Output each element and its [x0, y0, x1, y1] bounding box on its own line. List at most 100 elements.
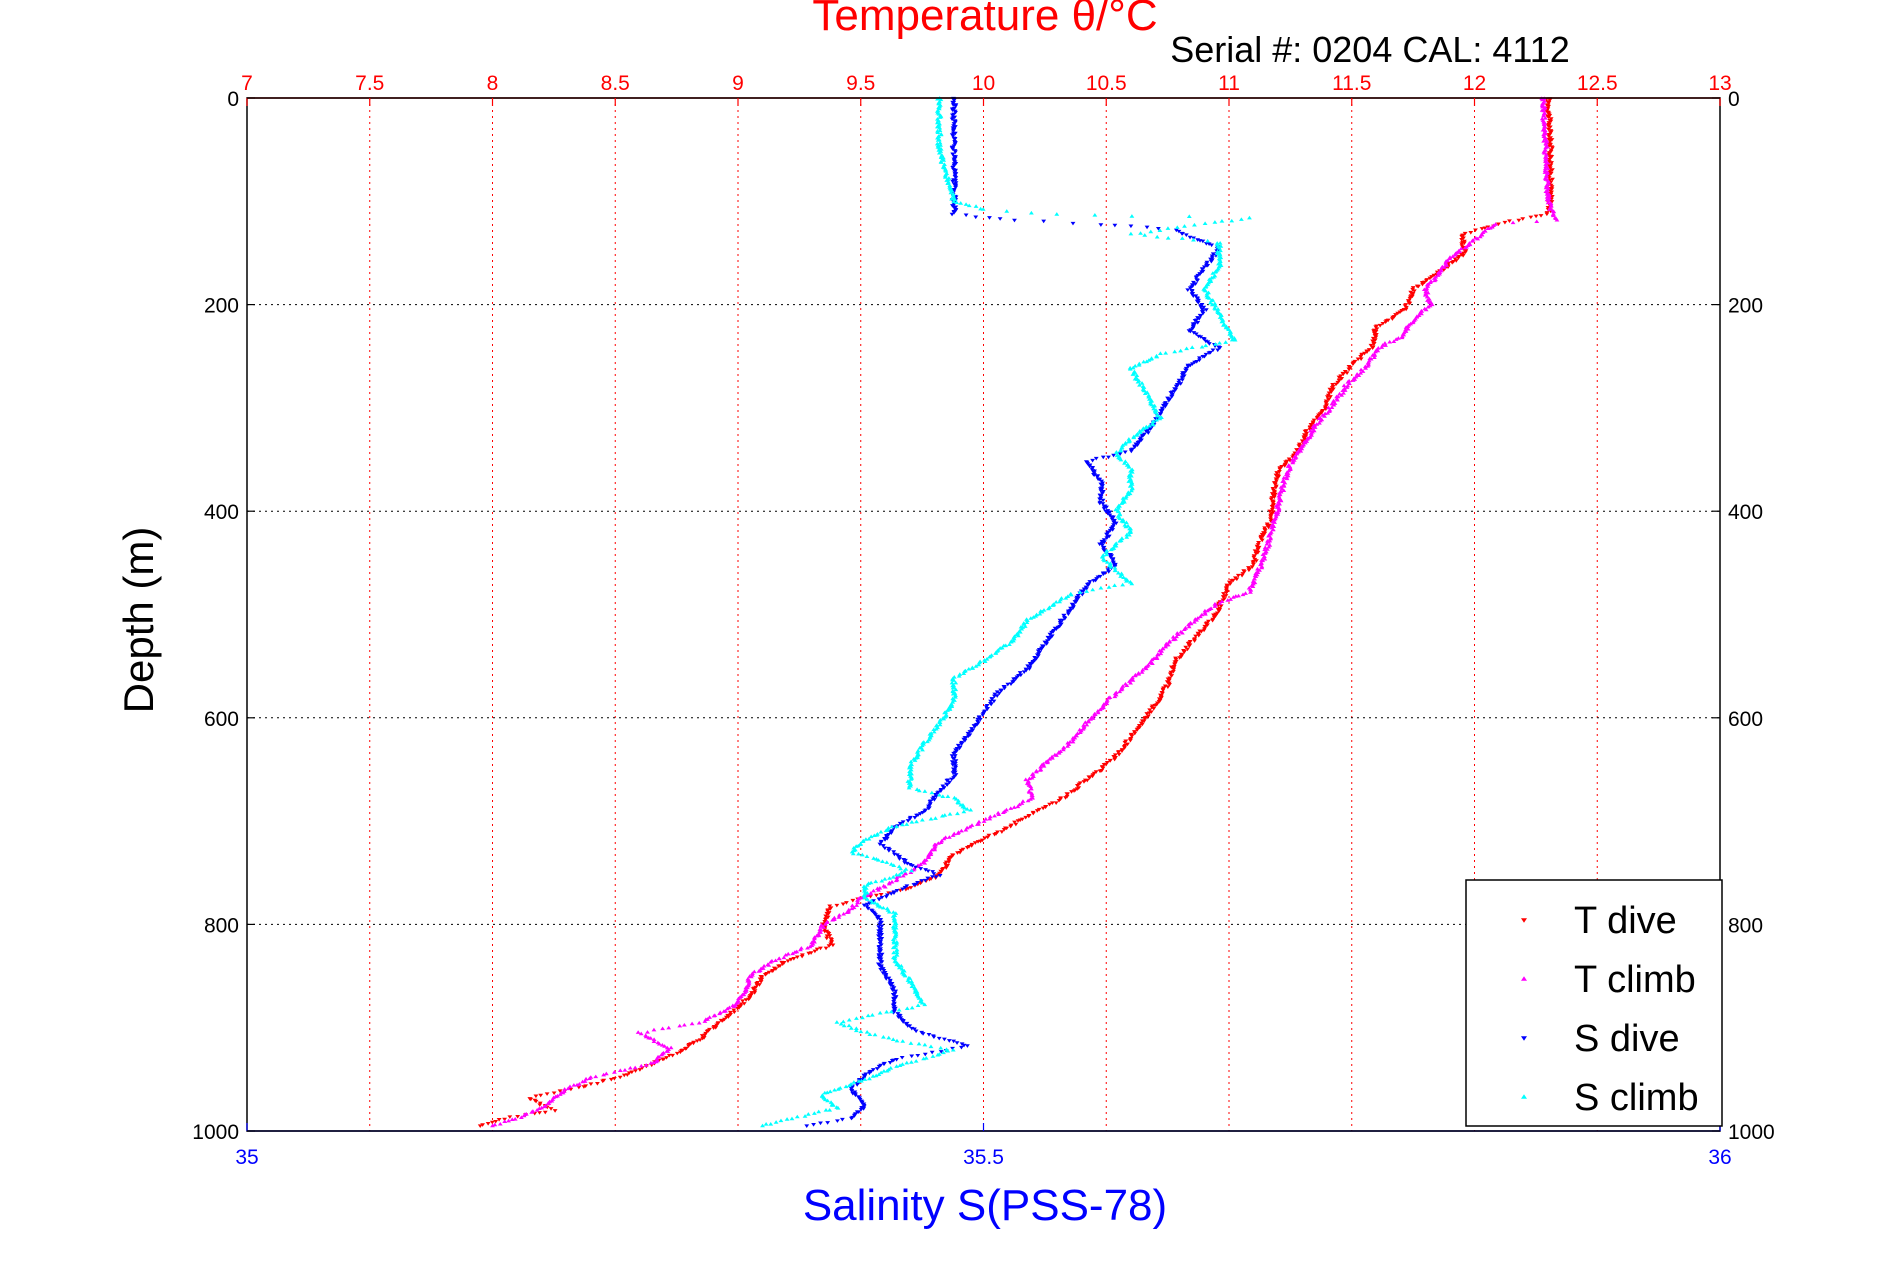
data-point [1090, 774, 1095, 779]
right-tick-label: 800 [1728, 914, 1763, 937]
data-point [1178, 382, 1184, 386]
data-point [1510, 220, 1516, 225]
data-point [1211, 615, 1217, 620]
data-point [1050, 603, 1055, 607]
data-point [950, 685, 956, 690]
data-point [1118, 457, 1124, 462]
data-point [811, 1111, 817, 1115]
data-point [1298, 449, 1304, 453]
data-point [894, 1064, 900, 1068]
data-point [976, 660, 982, 665]
data-point [1225, 598, 1231, 602]
data-point [896, 1007, 902, 1012]
data-point [1191, 237, 1196, 242]
data-point [964, 807, 970, 811]
data-point [878, 840, 884, 845]
data-point [941, 158, 947, 162]
data-point [930, 1054, 936, 1058]
data-point [1331, 402, 1337, 407]
data-point [888, 862, 894, 866]
data-point [1137, 383, 1142, 387]
data-point [1126, 465, 1132, 469]
data-point [937, 720, 943, 724]
data-point [659, 1052, 665, 1057]
data-point [565, 1086, 571, 1091]
data-point [827, 904, 833, 909]
data-point [953, 150, 958, 154]
data-point [887, 1061, 893, 1065]
legend-item: T climb [1521, 959, 1696, 1001]
data-point [893, 923, 899, 927]
data-point [580, 1079, 586, 1084]
data-point [859, 852, 865, 857]
data-point [760, 1123, 765, 1128]
data-point [892, 956, 898, 961]
data-point [867, 901, 873, 906]
data-point [1129, 480, 1135, 484]
data-point [1119, 501, 1125, 505]
data-point [1217, 340, 1222, 345]
data-point [1219, 219, 1225, 223]
data-point [1111, 523, 1116, 527]
data-point [1425, 304, 1431, 309]
data-point [894, 853, 900, 857]
data-point [935, 138, 941, 142]
data-point [976, 662, 982, 667]
data-point [963, 202, 969, 206]
data-point [991, 699, 997, 704]
data-point [1135, 443, 1140, 447]
data-point [853, 1093, 858, 1098]
data-point [1110, 558, 1116, 563]
data-point [870, 1074, 876, 1078]
data-point [1377, 323, 1383, 328]
data-point [1232, 337, 1238, 342]
data-point [938, 1050, 944, 1054]
data-point [988, 702, 994, 707]
data-point [962, 805, 968, 810]
data-point [851, 1080, 857, 1084]
data-point [1259, 538, 1265, 543]
legend-item: T dive [1521, 900, 1677, 942]
data-point [949, 680, 955, 685]
data-point [1366, 348, 1372, 352]
data-point [1520, 217, 1526, 221]
data-point [987, 216, 992, 220]
data-point [1180, 378, 1185, 382]
data-point [668, 1045, 674, 1050]
data-point [1104, 701, 1110, 706]
data-point [883, 828, 889, 833]
data-point [506, 1118, 512, 1123]
data-point [485, 1121, 491, 1126]
data-point [864, 897, 870, 901]
data-point [477, 1124, 483, 1128]
data-point [1460, 254, 1466, 258]
data-point [1117, 452, 1123, 456]
data-point [1093, 456, 1099, 461]
data-point [567, 1084, 573, 1089]
series-t-climb [490, 96, 1560, 1128]
data-point [891, 998, 897, 1002]
data-point [727, 1010, 733, 1015]
data-point [914, 750, 920, 754]
data-point [938, 840, 944, 844]
data-point [736, 996, 741, 1001]
data-point [878, 918, 883, 922]
series-s-climb [760, 96, 1252, 1128]
legend-label: T dive [1574, 900, 1677, 942]
data-point [1179, 236, 1185, 240]
data-point [1304, 431, 1310, 436]
right-axis-ticks: 0 200 400 600 800 1000 [1712, 88, 1775, 1144]
data-point [876, 1072, 882, 1076]
data-point [946, 835, 952, 839]
data-point [914, 813, 919, 818]
data-point [916, 864, 922, 868]
data-point [861, 884, 867, 889]
data-point [1097, 707, 1103, 712]
data-point [664, 1056, 669, 1060]
data-point [1113, 568, 1118, 573]
right-tick-label: 1000 [1728, 1121, 1775, 1144]
legend-marker [1521, 1094, 1527, 1099]
data-point [966, 203, 972, 208]
data-point [1011, 677, 1017, 681]
data-point [1200, 355, 1206, 359]
